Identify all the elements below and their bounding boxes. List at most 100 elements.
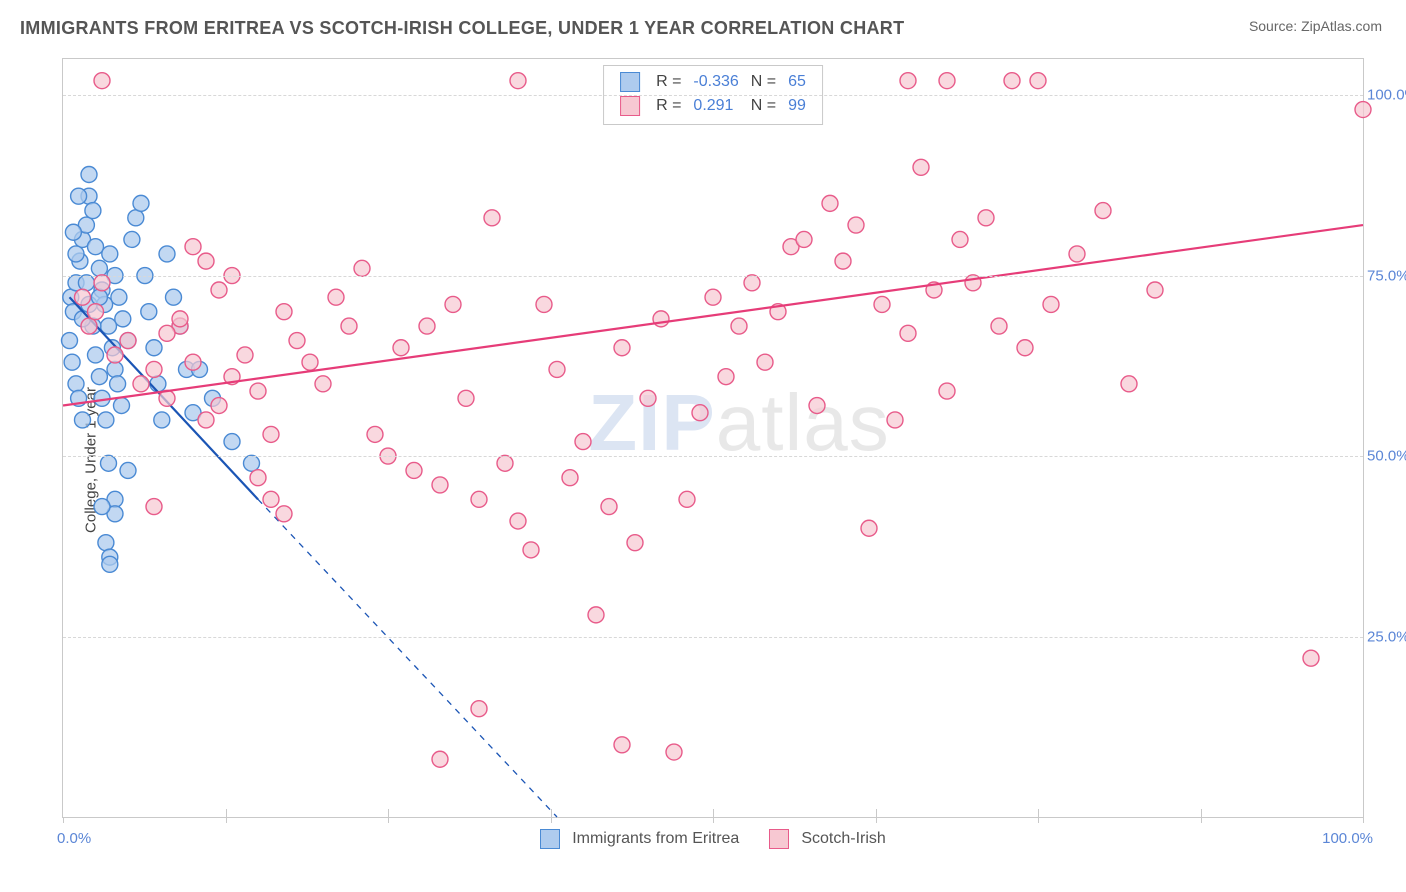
r-value-scotch-irish: 0.291 — [687, 94, 744, 118]
scatter-point-scotch_irish — [835, 253, 851, 269]
scatter-point-eritrea — [133, 195, 149, 211]
source-label: Source: — [1249, 18, 1301, 34]
scatter-point-eritrea — [88, 347, 104, 363]
x-tick-mark — [1201, 817, 1202, 823]
scatter-point-scotch_irish — [289, 333, 305, 349]
scatter-point-eritrea — [68, 376, 84, 392]
scatter-point-scotch_irish — [94, 275, 110, 291]
scatter-point-eritrea — [107, 361, 123, 377]
scatter-point-scotch_irish — [1069, 246, 1085, 262]
scatter-point-scotch_irish — [1355, 102, 1371, 118]
scatter-point-scotch_irish — [276, 304, 292, 320]
scatter-point-eritrea — [102, 556, 118, 572]
scatter-point-scotch_irish — [939, 73, 955, 89]
scatter-point-scotch_irish — [1121, 376, 1137, 392]
x-axis-tick — [226, 809, 227, 817]
scatter-point-scotch_irish — [614, 737, 630, 753]
x-tick-mark — [63, 817, 64, 823]
scatter-point-eritrea — [115, 311, 131, 327]
scatter-point-scotch_irish — [796, 231, 812, 247]
scatter-point-eritrea — [91, 260, 107, 276]
scatter-point-eritrea — [128, 210, 144, 226]
scatter-point-scotch_irish — [588, 607, 604, 623]
scatter-point-scotch_irish — [939, 383, 955, 399]
scatter-point-scotch_irish — [991, 318, 1007, 334]
scatter-point-scotch_irish — [263, 491, 279, 507]
scatter-point-scotch_irish — [81, 318, 97, 334]
scatter-point-scotch_irish — [237, 347, 253, 363]
scatter-point-eritrea — [88, 239, 104, 255]
scatter-point-eritrea — [71, 188, 87, 204]
scatter-point-scotch_irish — [1017, 340, 1033, 356]
swatch-scotch-irish — [620, 96, 640, 116]
x-axis-tick — [713, 809, 714, 817]
scatter-point-eritrea — [102, 246, 118, 262]
scatter-point-scotch_irish — [328, 289, 344, 305]
scatter-point-scotch_irish — [88, 304, 104, 320]
scatter-point-scotch_irish — [432, 751, 448, 767]
scatter-point-scotch_irish — [341, 318, 357, 334]
scatter-point-eritrea — [94, 499, 110, 515]
n-label: N = — [745, 94, 782, 118]
scatter-point-scotch_irish — [250, 470, 266, 486]
scatter-point-scotch_irish — [1004, 73, 1020, 89]
scatter-point-eritrea — [65, 224, 81, 240]
scatter-point-eritrea — [91, 369, 107, 385]
source-link[interactable]: ZipAtlas.com — [1301, 18, 1382, 34]
scatter-point-eritrea — [124, 231, 140, 247]
scatter-point-scotch_irish — [120, 333, 136, 349]
trend-line-dashed-eritrea — [258, 499, 557, 817]
chart-title: IMMIGRANTS FROM ERITREA VS SCOTCH-IRISH … — [20, 18, 904, 39]
r-label: R = — [650, 70, 687, 94]
scatter-point-scotch_irish — [666, 744, 682, 760]
scatter-point-eritrea — [111, 289, 127, 305]
scatter-point-scotch_irish — [978, 210, 994, 226]
swatch-eritrea-bottom — [540, 829, 560, 849]
y-tick-label: 75.0% — [1367, 267, 1406, 284]
scatter-point-scotch_irish — [198, 253, 214, 269]
scatter-point-scotch_irish — [575, 434, 591, 450]
scatter-point-scotch_irish — [393, 340, 409, 356]
x-tick-mark — [1363, 817, 1364, 823]
scatter-point-scotch_irish — [913, 159, 929, 175]
scatter-point-eritrea — [120, 462, 136, 478]
scatter-point-eritrea — [62, 333, 78, 349]
scatter-point-scotch_irish — [146, 499, 162, 515]
scatter-point-eritrea — [141, 304, 157, 320]
scatter-point-scotch_irish — [1303, 650, 1319, 666]
scatter-point-scotch_irish — [1043, 296, 1059, 312]
scatter-point-scotch_irish — [419, 318, 435, 334]
scatter-point-eritrea — [78, 275, 94, 291]
y-tick-label: 100.0% — [1367, 87, 1406, 104]
scatter-point-scotch_irish — [900, 325, 916, 341]
legend-label-scotch-irish: Scotch-Irish — [801, 830, 885, 848]
scatter-point-scotch_irish — [458, 390, 474, 406]
scatter-point-eritrea — [159, 246, 175, 262]
scatter-point-scotch_irish — [432, 477, 448, 493]
x-tick-mark — [713, 817, 714, 823]
scatter-point-scotch_irish — [354, 260, 370, 276]
x-tick-min: 0.0% — [57, 830, 91, 847]
x-axis-tick — [388, 809, 389, 817]
scatter-point-scotch_irish — [315, 376, 331, 392]
y-tick-label: 25.0% — [1367, 628, 1406, 645]
scatter-point-eritrea — [85, 203, 101, 219]
x-tick-mark — [551, 817, 552, 823]
scatter-point-scotch_irish — [146, 361, 162, 377]
y-tick-label: 50.0% — [1367, 448, 1406, 465]
scatter-point-scotch_irish — [133, 376, 149, 392]
scatter-point-scotch_irish — [952, 231, 968, 247]
scatter-point-eritrea — [98, 412, 114, 428]
scatter-point-scotch_irish — [809, 398, 825, 414]
legend-label-eritrea: Immigrants from Eritrea — [572, 830, 739, 848]
scatter-point-eritrea — [68, 246, 84, 262]
scatter-point-eritrea — [98, 535, 114, 551]
n-value-scotch-irish: 99 — [782, 94, 812, 118]
scatter-point-scotch_irish — [731, 318, 747, 334]
legend-item-eritrea: Immigrants from Eritrea — [540, 829, 739, 849]
scatter-point-scotch_irish — [848, 217, 864, 233]
x-axis-tick — [1038, 809, 1039, 817]
scatter-point-scotch_irish — [900, 73, 916, 89]
swatch-eritrea — [620, 72, 640, 92]
scatter-point-scotch_irish — [302, 354, 318, 370]
